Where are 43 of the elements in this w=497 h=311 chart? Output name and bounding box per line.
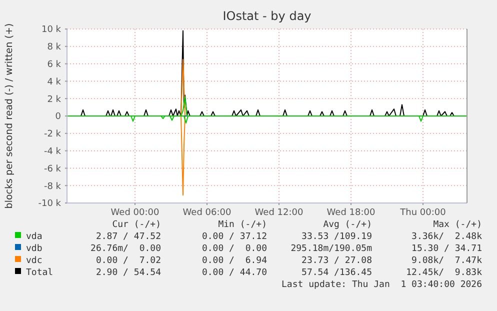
text: 15.30 / 34.71: [412, 244, 482, 254]
text: 0.00 / 44.70: [202, 268, 267, 278]
text: 26.76m/ 0.00: [90, 244, 161, 254]
y-tick-label: 10 k: [41, 25, 62, 36]
y-tick-label: 6 k: [47, 60, 62, 70]
chart-title: IOstat - by day: [222, 9, 312, 23]
x-tick-label: Wed 06:00: [182, 208, 232, 218]
text: 0.00 / 0.00: [202, 244, 267, 254]
legend-label: vdc: [26, 256, 42, 266]
x-tick-label: Wed 18:00: [326, 208, 376, 218]
legend-label: vda: [26, 232, 42, 242]
text: 0.00 / 7.02: [96, 256, 161, 266]
text: 2.87 / 47.52: [96, 232, 161, 242]
legend-label: Total: [26, 268, 54, 278]
text: 2.90 / 54.54: [96, 268, 161, 278]
text: 9.08k/ 7.47k: [412, 256, 483, 266]
text: Avg (-/+): [323, 220, 372, 230]
text: Cur (-/+): [112, 220, 161, 230]
text: 12.45k/ 9.83k: [406, 268, 483, 278]
y-tick-label: 4 k: [47, 77, 62, 88]
legend-label: vdb: [26, 244, 42, 254]
y-tick-label: 0: [55, 112, 62, 122]
text: 295.18m/190.05m: [290, 244, 372, 254]
text: Min (-/+): [218, 220, 267, 230]
y-tick-label: -10 k: [38, 199, 62, 210]
y-tick-label: 2 k: [47, 94, 62, 105]
y-tick-label: -2 k: [44, 130, 62, 140]
y-tick-label: -4 k: [44, 146, 62, 157]
y-tick-label: -6 k: [44, 164, 62, 174]
y-tick-label: 8 k: [47, 42, 62, 53]
text: Last update: Thu Jan 1 03:40:00 2026: [282, 280, 482, 290]
x-tick-label: Wed 00:00: [110, 208, 160, 218]
text: Max (-/+): [433, 220, 482, 230]
text: 0.00 / 6.94: [202, 256, 267, 266]
x-tick-label: Wed 12:00: [254, 208, 304, 218]
y-tick-label: -8 k: [44, 182, 62, 192]
y-axis-title: blocks per second read (-) / written (+): [4, 23, 15, 209]
text: 3.36k/ 2.48k: [412, 232, 483, 242]
text: 0.00 / 37.12: [202, 232, 267, 242]
text: 57.54 /136.45: [302, 268, 372, 278]
text: 33.53 /109.19: [302, 232, 372, 242]
x-tick-label: Thu 00:00: [399, 208, 446, 218]
text: 23.73 / 27.08: [302, 256, 372, 266]
